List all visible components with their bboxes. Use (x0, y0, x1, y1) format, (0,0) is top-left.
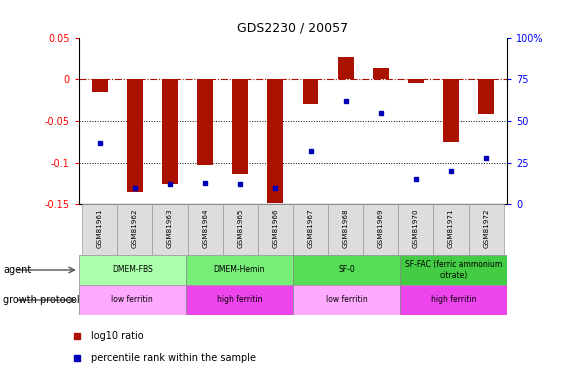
Text: GSM81971: GSM81971 (448, 209, 454, 249)
Bar (303, 79, 318, 104)
Text: SF-0: SF-0 (338, 266, 355, 274)
Bar (398, 204, 433, 255)
Bar (79, 285, 186, 315)
Bar (293, 255, 400, 285)
Bar (268, 79, 283, 203)
Bar (153, 204, 188, 255)
Bar (258, 204, 293, 255)
Text: percentile rank within the sample: percentile rank within the sample (91, 352, 256, 363)
Text: SF-FAC (ferric ammonium
citrate): SF-FAC (ferric ammonium citrate) (405, 260, 503, 280)
Bar (373, 68, 389, 79)
Text: GSM81963: GSM81963 (167, 209, 173, 249)
Text: DMEM-Hemin: DMEM-Hemin (213, 266, 265, 274)
Text: agent: agent (3, 265, 31, 275)
Bar (338, 57, 353, 79)
Bar (82, 204, 117, 255)
Bar (186, 285, 293, 315)
Text: GSM81965: GSM81965 (237, 209, 243, 249)
Text: GSM81962: GSM81962 (132, 209, 138, 249)
Bar (293, 204, 328, 255)
Bar (293, 285, 400, 315)
Text: GSM81964: GSM81964 (202, 209, 208, 249)
Text: GSM81970: GSM81970 (413, 209, 419, 249)
Text: GSM81966: GSM81966 (272, 209, 279, 249)
Bar (188, 204, 223, 255)
Bar (433, 204, 469, 255)
Text: GSM81969: GSM81969 (378, 209, 384, 249)
Text: log10 ratio: log10 ratio (91, 331, 143, 341)
Text: high ferritin: high ferritin (431, 296, 476, 304)
Text: growth protocol: growth protocol (3, 295, 79, 305)
Bar (117, 204, 153, 255)
Text: GSM81968: GSM81968 (343, 209, 349, 249)
Bar (233, 79, 248, 174)
Bar (328, 204, 363, 255)
Bar (162, 79, 178, 183)
Bar (363, 204, 398, 255)
Bar (223, 204, 258, 255)
Bar (443, 79, 459, 142)
Text: GSM81961: GSM81961 (97, 209, 103, 249)
Bar (408, 79, 424, 83)
Text: high ferritin: high ferritin (217, 296, 262, 304)
Bar (197, 79, 213, 165)
Bar (79, 255, 186, 285)
Bar (92, 79, 108, 92)
Title: GDS2230 / 20057: GDS2230 / 20057 (237, 22, 349, 35)
Text: low ferritin: low ferritin (326, 296, 367, 304)
Bar (400, 285, 507, 315)
Bar (478, 79, 494, 114)
Bar (186, 255, 293, 285)
Bar (400, 255, 507, 285)
Text: DMEM-FBS: DMEM-FBS (112, 266, 153, 274)
Text: GSM81967: GSM81967 (307, 209, 314, 249)
Text: low ferritin: low ferritin (111, 296, 153, 304)
Bar (469, 204, 504, 255)
Bar (127, 79, 143, 192)
Text: GSM81972: GSM81972 (483, 209, 489, 249)
